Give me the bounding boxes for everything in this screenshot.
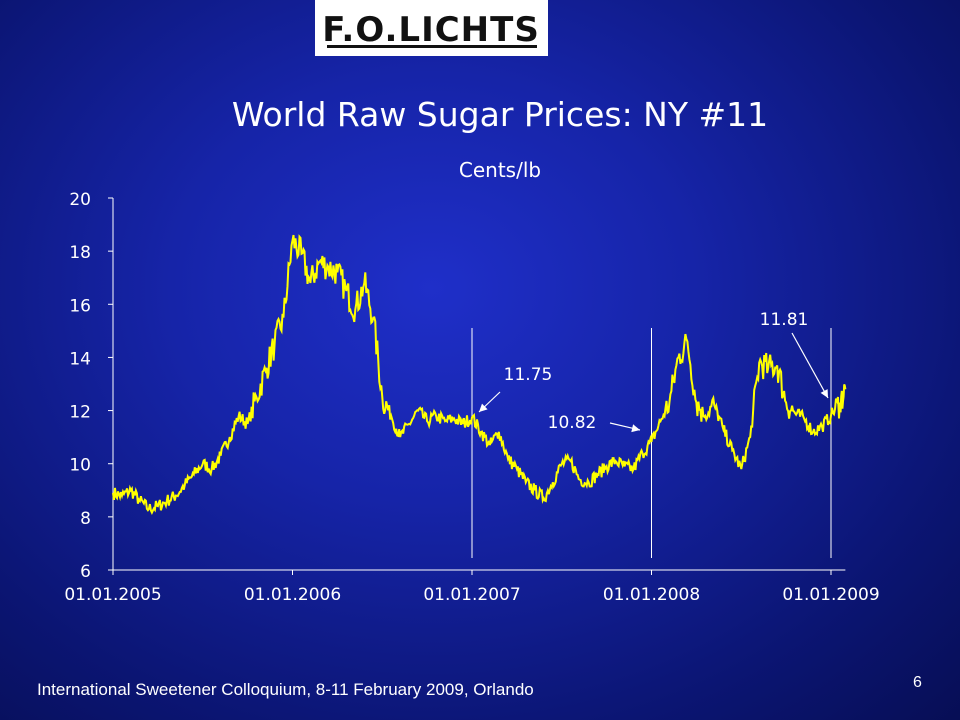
y-tick-label: 20 bbox=[69, 190, 91, 210]
y-tick-label: 16 bbox=[69, 296, 91, 316]
slide-footer: International Sweetener Colloquium, 8-11… bbox=[37, 680, 534, 699]
annotation-label: 10.82 bbox=[548, 413, 597, 433]
annotation-arrowhead bbox=[479, 403, 488, 412]
annotation-arrow bbox=[791, 332, 829, 399]
y-tick-label: 10 bbox=[69, 456, 91, 476]
y-tick-label: 18 bbox=[69, 243, 91, 263]
y-tick-label: 12 bbox=[69, 403, 91, 423]
annotation-arrowhead bbox=[631, 424, 640, 433]
chart-subtitle: Cents/lb bbox=[458, 158, 542, 182]
x-tick-label: 01.01.2005 bbox=[64, 585, 161, 605]
annotation-arrowhead bbox=[820, 389, 828, 398]
x-tick-label: 01.01.2007 bbox=[423, 585, 520, 605]
y-tick-label: 8 bbox=[80, 509, 91, 529]
price-series-line bbox=[112, 234, 847, 515]
logo-text: F.O.LICHTS bbox=[322, 10, 540, 50]
y-tick-label: 14 bbox=[69, 349, 91, 369]
annotation-label: 11.75 bbox=[504, 365, 553, 385]
fo-lichts-logo: F.O.LICHTS bbox=[315, 0, 548, 56]
x-tick-label: 01.01.2006 bbox=[244, 585, 341, 605]
chart-title: World Raw Sugar Prices: NY #11 bbox=[231, 95, 769, 134]
y-tick-label: 6 bbox=[80, 562, 91, 582]
x-tick-label: 01.01.2009 bbox=[782, 585, 879, 605]
annotation-label: 11.81 bbox=[760, 310, 809, 330]
x-tick-label: 01.01.2008 bbox=[603, 585, 700, 605]
page-number: 6 bbox=[913, 674, 922, 691]
